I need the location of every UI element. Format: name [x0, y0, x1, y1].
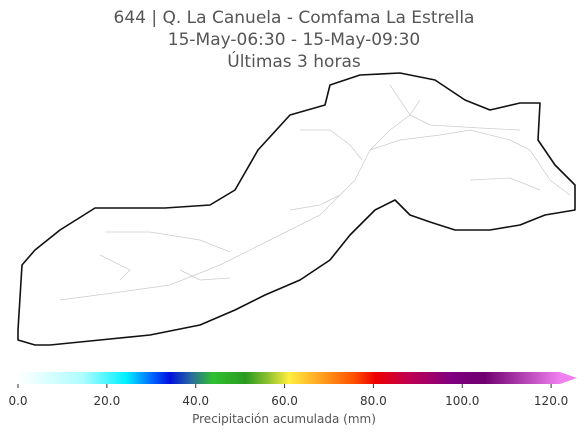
title-line: 644 | Q. La Canuela - Comfama La Estrell… [114, 8, 475, 28]
colorbar [18, 372, 577, 384]
tick-label: 20.0 [93, 394, 120, 408]
title-line: 15-May-06:30 - 15-May-09:30 [168, 30, 420, 50]
title-line: Últimas 3 horas [227, 50, 361, 72]
basin-outline [17, 72, 576, 346]
tick-label: 0.0 [8, 394, 27, 408]
tick-label: 80.0 [360, 394, 387, 408]
colorbar-gradient [18, 372, 560, 384]
tick-label: 100.0 [445, 394, 479, 408]
tick-label: 120.0 [534, 394, 568, 408]
tick-label: 40.0 [182, 394, 209, 408]
colorbar-label: Precipitación acumulada (mm) [192, 412, 376, 426]
streams [59, 84, 571, 301]
colorbar-extend [560, 372, 577, 384]
tick-label: 60.0 [271, 394, 298, 408]
